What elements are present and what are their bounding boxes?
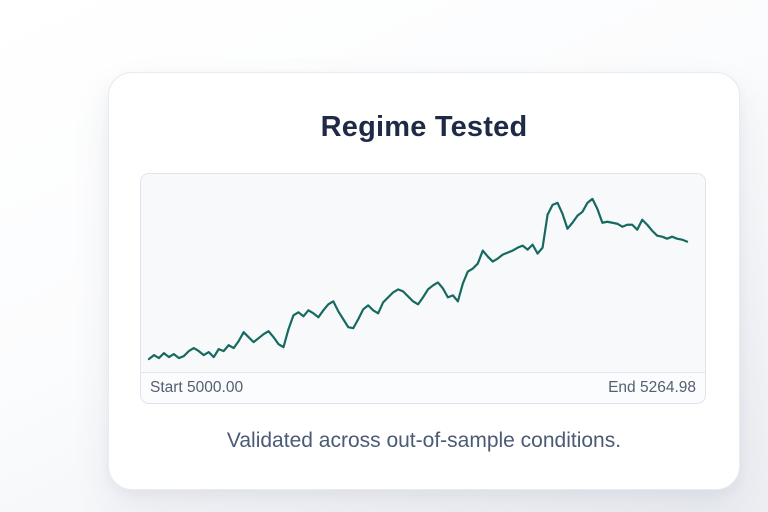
regime-tested-card: Regime Tested Start 5000.00 End 5264.98 … [108,72,740,490]
chart-footer: Start 5000.00 End 5264.98 [141,373,705,403]
chart-frame: Start 5000.00 End 5264.98 [140,173,706,404]
card-caption: Validated across out-of-sample condition… [226,429,622,452]
chart-start-label: Start 5000.00 [150,379,244,396]
equity-curve-chart [147,197,689,361]
chart-plot-area [141,174,705,373]
page-title: Regime Tested [320,111,528,143]
chart-end-label: End 5264.98 [608,379,696,396]
